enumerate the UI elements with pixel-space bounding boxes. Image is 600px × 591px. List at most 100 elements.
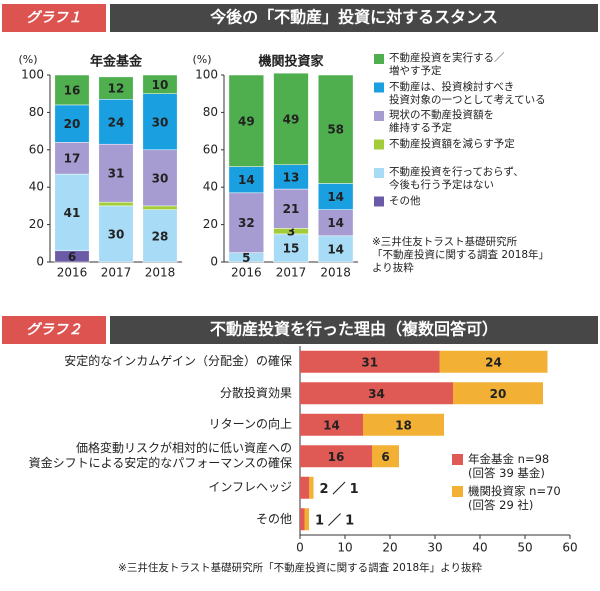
bar-segment [98, 76, 134, 100]
data-label: 17 [64, 152, 81, 166]
bar-segment [300, 413, 363, 436]
y-axis-label: (%) [192, 53, 211, 66]
bar-segment [300, 382, 453, 405]
bar-segment [300, 445, 372, 468]
y-tick-label: 安定的なインカムゲイン（分配金）の確保 [64, 354, 292, 369]
legend-label: 不動産投資を行っておらず、 今後も行う予定はない [389, 166, 524, 191]
x-tick-label: 10 [337, 541, 352, 555]
x-tick-label: 50 [517, 541, 532, 555]
bar-segment [300, 350, 440, 373]
bar-segment [273, 164, 309, 190]
data-label: 10 [152, 78, 169, 92]
x-tick-label: 0 [296, 541, 304, 555]
data-label: 24 [485, 355, 502, 369]
bar-segment [273, 233, 309, 263]
y-tick-label: 20 [203, 217, 218, 231]
legend-label: 年金基金 n=98 (回答 39 基金) [468, 452, 550, 480]
data-label: 49 [238, 114, 255, 128]
legend-swatch [374, 196, 384, 207]
data-label: 16 [64, 83, 81, 97]
data-label: 14 [327, 190, 344, 204]
y-tick-label: 0 [36, 255, 44, 269]
y-tick-label: 80 [29, 105, 44, 119]
data-label: 30 [152, 171, 169, 185]
data-label: 20 [490, 387, 507, 401]
data-label-group: 1 ／ 1 [315, 512, 354, 528]
data-label: 49 [283, 112, 300, 126]
data-label: 24 [108, 115, 125, 129]
data-label: 32 [238, 216, 255, 230]
x-tick-label: 2018 [145, 266, 176, 280]
data-label: 14 [323, 418, 340, 432]
bar-segment [98, 205, 134, 263]
legend-label: 不動産投資額を減らす予定 [389, 137, 515, 150]
bar-segment [142, 205, 178, 210]
bar-segment [98, 143, 134, 203]
y-tick-label: 分散投資効果 [219, 385, 292, 400]
y-tick-label: インフレヘッジ [208, 480, 292, 495]
data-label: 6 [381, 450, 389, 464]
x-tick-label: 60 [562, 541, 577, 555]
legend-swatch [374, 111, 384, 121]
legend-label: 不動産は、投資検討すべき 投資対象の一つとして考えている [389, 80, 546, 106]
bar-segment [309, 476, 314, 499]
data-label: 21 [283, 202, 300, 216]
subtitle: 年金基金 [90, 54, 143, 70]
data-label: 5 [242, 251, 250, 265]
bar-segment [453, 382, 543, 405]
bar-segment [304, 508, 309, 531]
legend-swatch [374, 168, 384, 178]
note: ※三井住友トラスト基礎研究所「不動産投資に関する調査 2018年」より抜粋 [118, 562, 482, 574]
bar-segment [142, 209, 178, 263]
x-tick-label: 2016 [57, 266, 88, 280]
x-tick-label: 2018 [320, 266, 351, 280]
y-tick-label: 100 [21, 68, 44, 82]
bar-segment [228, 166, 265, 194]
bar-segment [142, 149, 178, 207]
y-axis-label: (%) [18, 53, 37, 66]
data-label: 41 [64, 206, 81, 220]
data-label-group: 2 ／ 1 [320, 480, 359, 496]
y-tick-label: 20 [29, 217, 44, 231]
bar-segment [317, 183, 354, 210]
data-label: 2 [320, 481, 329, 496]
legend-swatch [374, 54, 384, 64]
x-tick-label: 2016 [231, 266, 262, 280]
y-tick-label: 40 [29, 180, 44, 194]
x-tick-label: 30 [427, 541, 442, 555]
chart-title: 不動産投資を行った理由（複数回答可） [210, 320, 498, 339]
y-tick-label: 40 [203, 180, 218, 194]
data-label: 15 [283, 241, 300, 255]
bar-segment [300, 476, 309, 499]
data-label: 20 [64, 117, 81, 131]
data-label: 12 [108, 82, 125, 96]
data-label: 6 [68, 250, 76, 264]
title-bg [110, 4, 598, 32]
bar-segment [317, 209, 354, 237]
x-tick-label: 20 [382, 541, 397, 555]
badge: グラフ１ [26, 9, 82, 26]
bar-segment [142, 74, 178, 94]
data-label: 30 [108, 227, 125, 241]
data-label: 31 [108, 167, 125, 181]
data-label: 14 [327, 216, 344, 230]
legend-label: 機関投資家 n=70 (回答 29 社) [468, 484, 561, 512]
title-bg [110, 316, 598, 344]
legend-label: 現状の不動産投資額を 維持する予定 [389, 109, 494, 134]
subtitle: 機関投資家 [258, 54, 324, 70]
bar-segment [363, 413, 444, 436]
note: ※三井住友トラスト基礎研究所 「不動産投資に関する調査 2018年」 より抜粋 [372, 236, 550, 274]
data-label: 34 [368, 387, 385, 401]
bar-segment [54, 74, 90, 106]
data-label: 1 [315, 513, 324, 528]
bar-segment [273, 72, 309, 166]
legend-swatch [374, 139, 384, 150]
chart-title: 今後の「不動産」投資に対するスタンス [209, 8, 498, 27]
bar-segment [54, 173, 90, 252]
bar-segment [142, 93, 178, 151]
bar-segment [300, 508, 305, 531]
y-tick-label: 0 [210, 255, 218, 269]
legend-label: その他 [389, 194, 421, 207]
